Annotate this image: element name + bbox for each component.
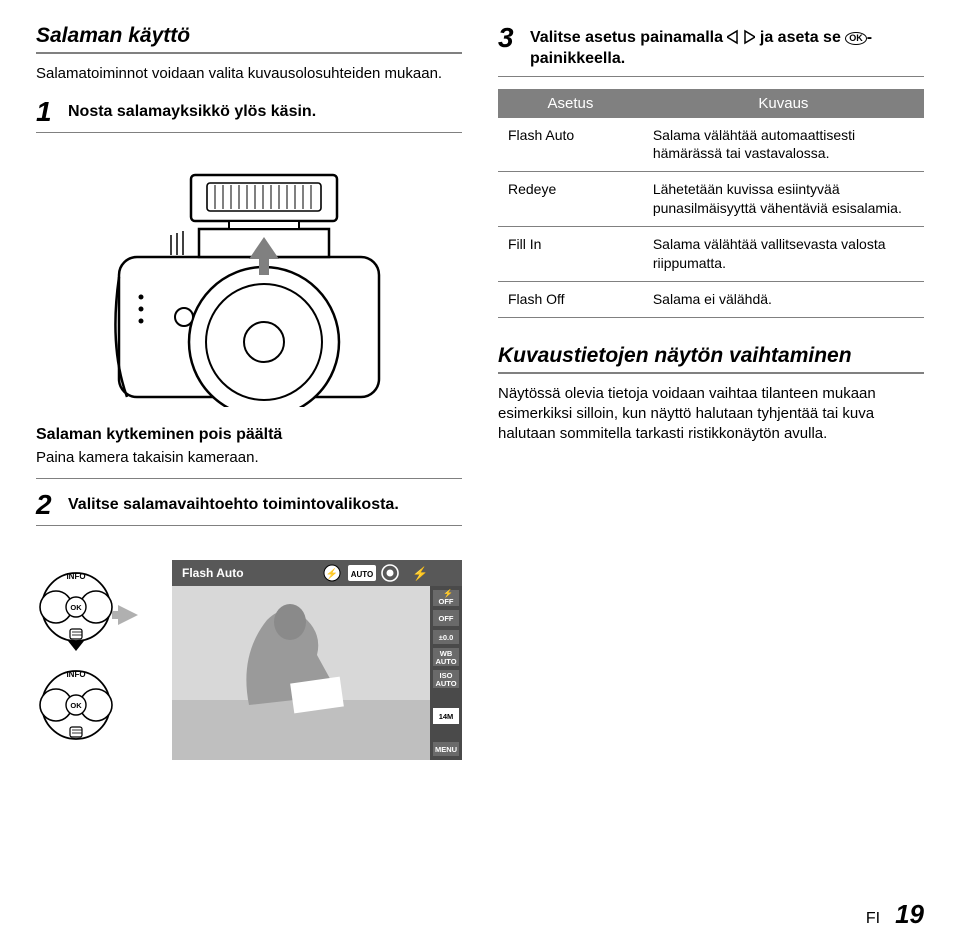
flash-intro: Salamatoiminnot voidaan valita kuvausolo… — [36, 64, 462, 84]
button-cluster-illustration: INFO OK INFO OK — [36, 565, 146, 755]
table-row: Flash Off Salama ei välähdä. — [498, 282, 924, 318]
right-column: 3 Valitse asetus painamalla ja aseta se … — [498, 24, 924, 538]
page-footer: FI 19 — [866, 899, 924, 930]
step-2-number: 2 — [36, 491, 60, 519]
desc-cell: Salama ei välähdä. — [643, 282, 924, 317]
step-3-text: Valitse asetus painamalla ja aseta se OK… — [530, 24, 924, 70]
flash-section-title: Salaman käyttö — [36, 24, 462, 54]
desc-cell: Salama välähtää automaattisesti hämäräss… — [643, 118, 924, 172]
setting-cell: Fill In — [498, 227, 643, 281]
lcd-flash-auto-label: Flash Auto — [182, 566, 244, 580]
table-row: Redeye Lähetetään kuvissa esiintyvää pun… — [498, 172, 924, 227]
step-2: 2 Valitse salamavaihtoehto toimintovalik… — [36, 491, 462, 526]
desc-cell: Lähetetään kuvissa esiintyvää punasilmäi… — [643, 172, 924, 226]
svg-text:AUTO: AUTO — [435, 679, 456, 688]
left-right-arrow-icon — [727, 29, 755, 45]
setting-cell: Flash Auto — [498, 118, 643, 172]
svg-text:⚡: ⚡ — [412, 566, 428, 582]
table-header-setting: Asetus — [498, 89, 643, 118]
display-section-title: Kuvaustietojen näytön vaihtaminen — [498, 344, 924, 374]
camera-flash-illustration — [99, 147, 399, 407]
table-header: Asetus Kuvaus — [498, 89, 924, 118]
left-column: Salaman käyttö Salamatoiminnot voidaan v… — [36, 24, 462, 538]
footer-page-number: 19 — [895, 899, 924, 929]
switch-off-text: Paina kamera takaisin kameraan. — [36, 448, 462, 468]
svg-text:INFO: INFO — [66, 572, 85, 581]
step-3-number: 3 — [498, 24, 522, 52]
table-header-desc: Kuvaus — [643, 89, 924, 118]
svg-text:±0.0: ±0.0 — [439, 633, 454, 642]
step-2-text: Valitse salamavaihtoehto toimintovalikos… — [68, 491, 399, 516]
step-3-text-a: Valitse asetus painamalla — [530, 29, 727, 46]
step-3: 3 Valitse asetus painamalla ja aseta se … — [498, 24, 924, 77]
svg-text:OK: OK — [70, 701, 82, 710]
svg-text:MENU: MENU — [435, 745, 457, 754]
svg-text:⚡: ⚡ — [326, 567, 338, 580]
svg-text:OFF: OFF — [439, 597, 454, 606]
table-row: Flash Auto Salama välähtää automaattises… — [498, 118, 924, 173]
switch-off-block: Salaman kytkeminen pois päältä Paina kam… — [36, 425, 462, 478]
display-section-body: Näytössä olevia tietoja voidaan vaihtaa … — [498, 384, 924, 445]
footer-lang: FI — [866, 910, 880, 927]
setting-cell: Redeye — [498, 172, 643, 226]
svg-text:INFO: INFO — [66, 670, 85, 679]
ok-button-icon: OK — [845, 32, 867, 45]
step-1: 1 Nosta salamayksikkö ylös käsin. — [36, 98, 462, 133]
step-1-number: 1 — [36, 98, 60, 126]
table-row: Fill In Salama välähtää vallitsevasta va… — [498, 227, 924, 282]
lcd-screen-illustration: Flash Auto ⚡ AUTO ⚡ ⚡ OFF OFF ±0.0 WB AU… — [172, 560, 462, 760]
desc-cell: Salama välähtää vallitsevasta valosta ri… — [643, 227, 924, 281]
setting-cell: Flash Off — [498, 282, 643, 317]
switch-off-heading: Salaman kytkeminen pois päältä — [36, 425, 462, 446]
bottom-controls: INFO OK INFO OK Flash Auto — [36, 560, 924, 760]
svg-text:AUTO: AUTO — [435, 657, 456, 666]
svg-text:OFF: OFF — [439, 614, 454, 623]
step-1-text: Nosta salamayksikkö ylös käsin. — [68, 98, 316, 123]
svg-text:14M: 14M — [439, 712, 454, 721]
svg-text:AUTO: AUTO — [351, 570, 374, 579]
flash-settings-table: Asetus Kuvaus Flash Auto Salama välähtää… — [498, 89, 924, 318]
svg-text:OK: OK — [70, 603, 82, 612]
step-3-text-b: ja aseta se — [760, 29, 845, 46]
